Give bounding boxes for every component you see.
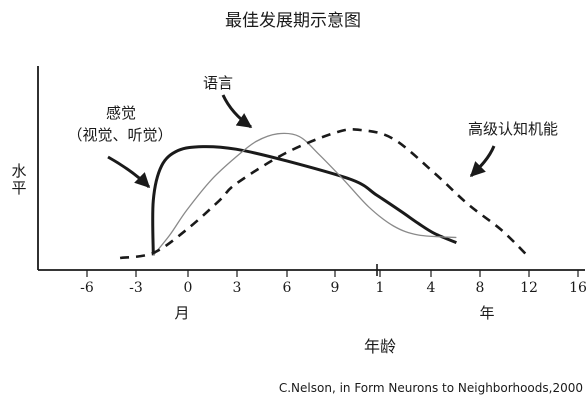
x-axis-ticks (86, 270, 579, 277)
x-tick-label-month-5: 9 (331, 280, 340, 296)
y-axis-label: 水平 (11, 162, 26, 197)
curve-language (152, 132, 457, 256)
source-credit: C.Nelson, in Form Neurons to Neighborhoo… (279, 381, 583, 395)
x-tick-label-year-0: 1 (376, 280, 385, 296)
x-tick-label-month-2: 0 (184, 280, 193, 296)
x-tick-label-month-1: -3 (129, 280, 143, 296)
series-label-sensory-line1: 感觉 (106, 104, 136, 122)
x-tick-label-year-2: 8 (476, 280, 485, 296)
x-axis-label: 年龄 (364, 337, 396, 356)
x-tick-label-year-3: 12 (520, 280, 538, 296)
x-unit-years: 年 (479, 304, 494, 322)
arrow-language (221, 94, 253, 129)
x-tick-label-month-3: 3 (233, 280, 242, 296)
x-tick-label-year-4: 16 (569, 280, 587, 296)
curve-sensory (151, 145, 457, 256)
chart-curves (119, 128, 527, 260)
series-label-sensory-line2: （视觉、听觉） (67, 126, 172, 144)
arrow-sensory (107, 155, 151, 189)
series-label-cognitive: 高级认知机能 (468, 120, 558, 138)
x-tick-label-month-0: -6 (80, 280, 94, 296)
series-label-language: 语言 (203, 74, 233, 92)
x-axis-tick-labels: -6 -3 0 3 6 9 1 4 8 12 16 (80, 280, 587, 296)
x-unit-months: 月 (174, 304, 189, 322)
chart-title: 最佳发展期示意图 (225, 11, 361, 31)
x-tick-label-month-4: 6 (283, 280, 292, 296)
arrow-cognitive (469, 145, 496, 178)
x-tick-label-year-1: 4 (427, 280, 436, 296)
